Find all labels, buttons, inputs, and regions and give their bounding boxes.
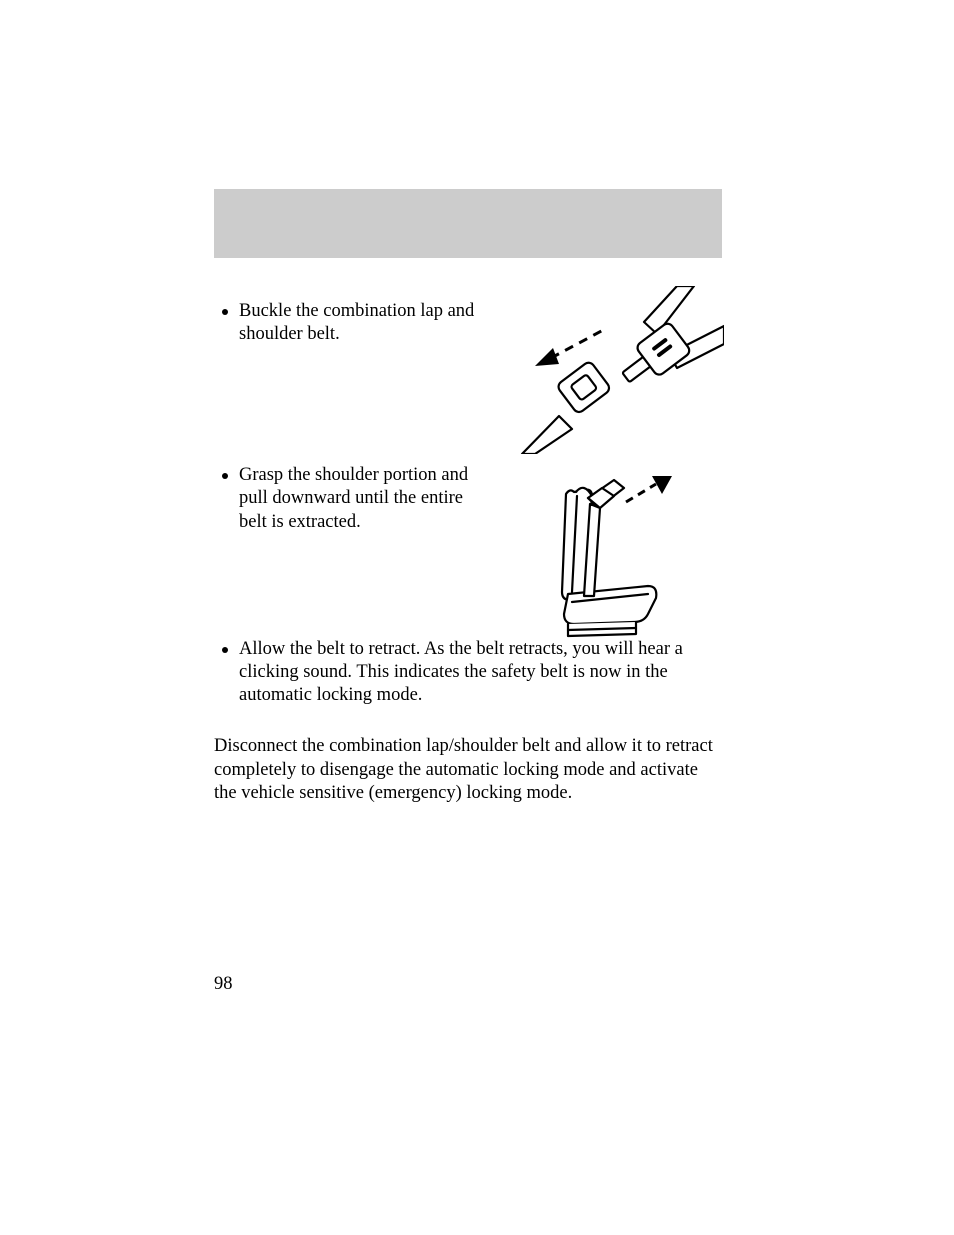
- bullet-marker-icon: [222, 309, 228, 315]
- bullet-marker-icon: [222, 473, 228, 479]
- seat-belt-pull-figure: [544, 474, 682, 646]
- body-paragraph: Disconnect the combination lap/shoulder …: [214, 735, 722, 806]
- seat-svg-icon: [544, 474, 682, 641]
- page-number: 98: [214, 974, 233, 995]
- buckle-svg-icon: [509, 286, 724, 454]
- section-header-bar: [214, 189, 722, 258]
- bullet-text: Buckle the combination lap and shoulder …: [239, 300, 494, 346]
- bullet-item: Allow the belt to retract. As the belt r…: [214, 638, 722, 707]
- bullet-marker-icon: [222, 647, 228, 653]
- seat-belt-buckle-figure: [509, 286, 724, 459]
- bullet-text: Allow the belt to retract. As the belt r…: [239, 638, 722, 707]
- bullet-text: Grasp the shoulder portion and pull down…: [239, 464, 494, 533]
- document-page: Buckle the combination lap and shoulder …: [0, 0, 954, 1235]
- content-area: Buckle the combination lap and shoulder …: [214, 294, 722, 806]
